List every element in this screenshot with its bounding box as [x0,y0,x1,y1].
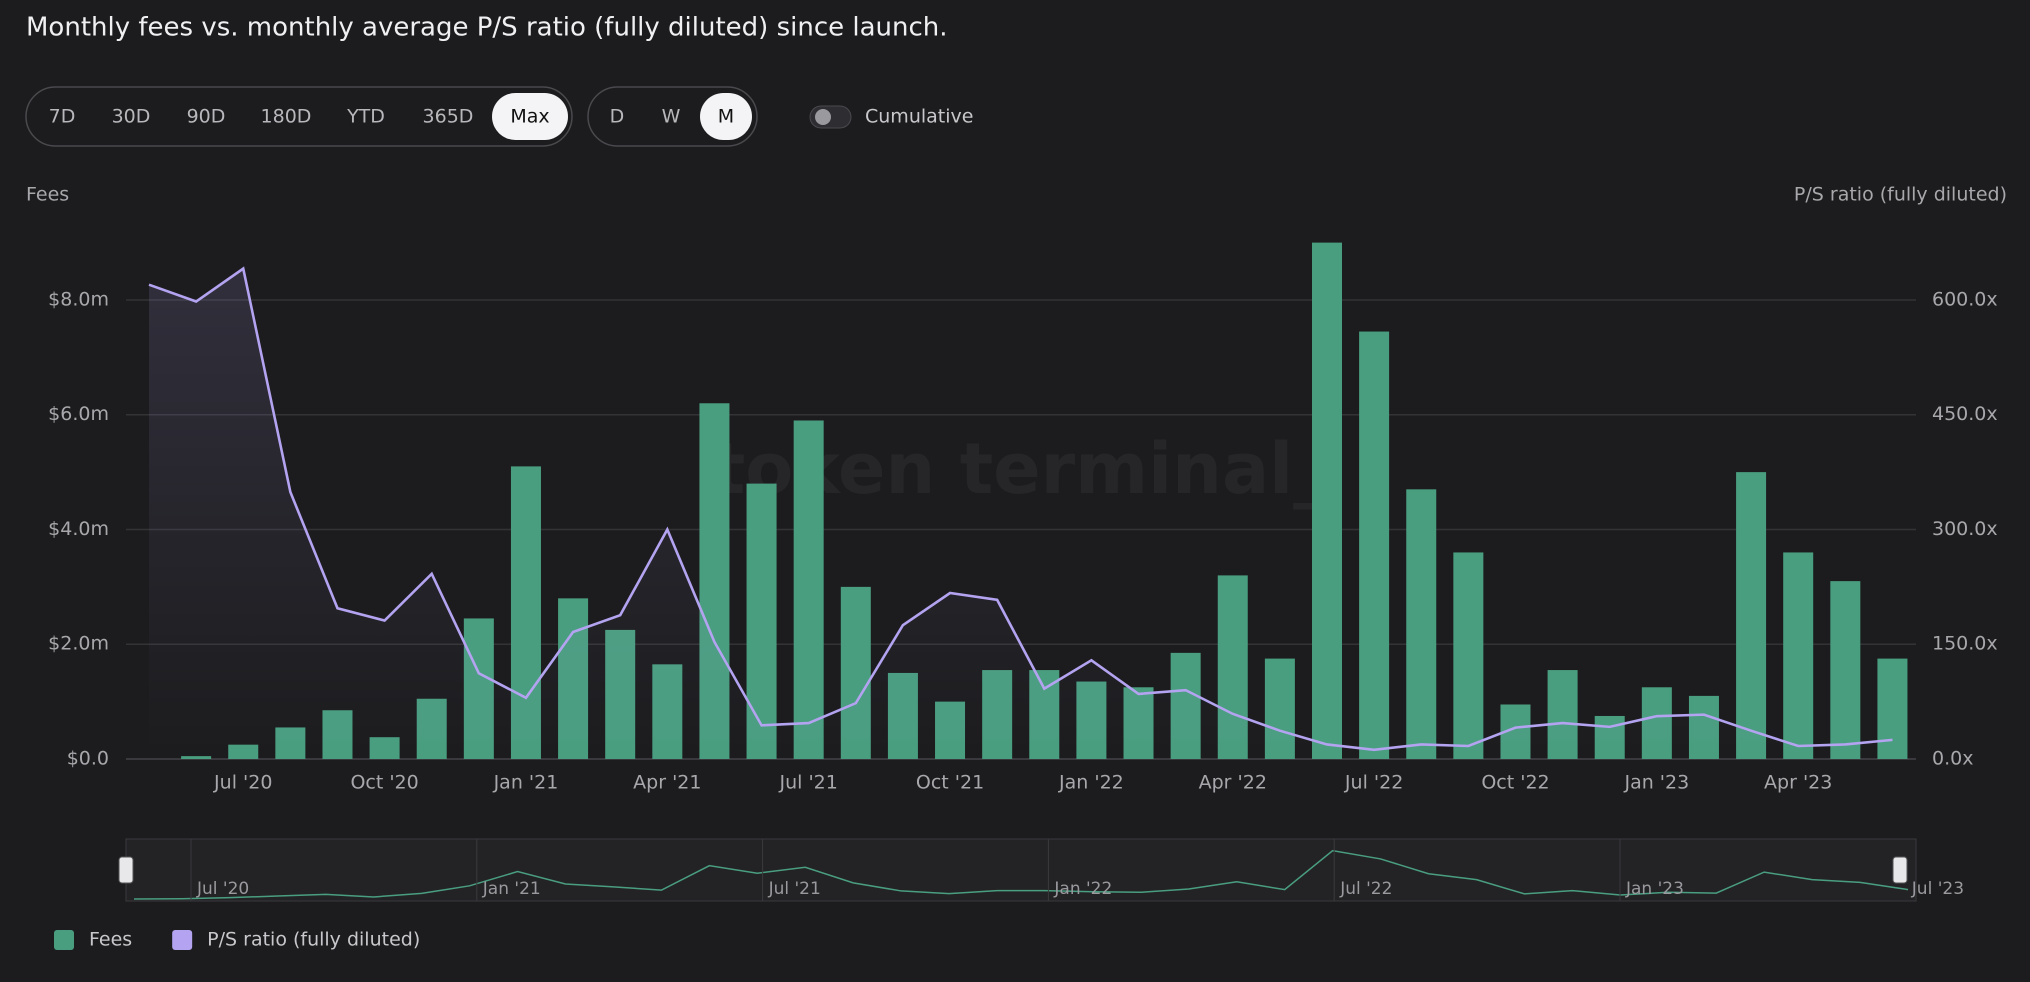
granularity-button[interactable]: M [718,106,734,128]
navigator-label: Jan '21 [482,879,541,899]
navigator-label: Jan '23 [1625,879,1684,899]
y-tick-label: $8.0m [48,288,109,310]
x-tick-label: Jan '22 [1058,772,1124,794]
x-tick-label: Jan '21 [493,772,559,794]
range-button[interactable]: YTD [346,106,385,128]
x-tick-label: Oct '20 [350,772,418,794]
bar [1453,552,1484,759]
y2-tick-label: 600.0x [1932,288,1998,310]
navigator-label: Jul '23 [1911,879,1964,899]
legend-label[interactable]: P/S ratio (fully diluted) [207,929,420,951]
line-area [149,268,1893,759]
y2-tick-label: 150.0x [1932,633,1998,655]
navigator-label: Jul '22 [1339,879,1392,899]
range-group [25,86,573,147]
range-button[interactable]: 7D [49,106,76,128]
toggle-label[interactable]: Cumulative [865,106,973,128]
x-tick-label: Oct '21 [916,772,984,794]
legend-label[interactable]: Fees [89,929,132,951]
x-tick-label: Oct '22 [1481,772,1549,794]
navigator-handle[interactable] [118,856,134,884]
range-button[interactable]: Max [510,106,549,128]
y-tick-label: $4.0m [48,518,109,540]
y2-tick-label: 450.0x [1932,403,1998,425]
x-tick-label: Jul '20 [213,772,272,794]
bar [1312,242,1342,759]
toggle-knob [815,109,831,125]
navigator-line [133,849,1909,900]
bar [793,420,824,759]
granularity-group [587,86,758,147]
range-button[interactable]: 180D [261,106,312,128]
line [148,266,1893,752]
navigator-label: Jul '20 [196,879,249,899]
x-tick-label: Apr '23 [1764,772,1832,794]
y-tick-label: $0.0 [67,748,109,770]
granularity-button[interactable]: D [610,106,625,128]
bar [1830,581,1861,759]
legend-swatch [54,930,74,950]
x-tick-label: Jul '22 [1344,772,1403,794]
y2-tick-label: 0.0x [1932,748,1973,770]
granularity-button[interactable]: W [662,106,681,128]
range-button[interactable]: 90D [187,106,226,128]
bar [1783,552,1814,759]
x-tick-label: Apr '21 [633,772,701,794]
y2-axis-title: P/S ratio (fully diluted) [1794,184,2007,206]
x-tick-label: Jan '23 [1623,772,1689,794]
bar [1406,489,1437,759]
range-button-active[interactable] [492,93,568,140]
navigator-handle[interactable] [1892,856,1908,884]
y-tick-label: $6.0m [48,403,109,425]
x-tick-label: Apr '22 [1199,772,1267,794]
bar [1736,472,1767,759]
range-button[interactable]: 30D [112,106,151,128]
chart-title: Monthly fees vs. monthly average P/S rat… [26,13,948,43]
x-tick-label: Jul '21 [778,772,837,794]
legend-swatch [172,930,193,950]
granularity-button-active[interactable] [700,93,752,140]
navigator-label: Jan '22 [1053,879,1112,899]
bar [1359,331,1390,759]
range-button[interactable]: 365D [423,106,474,128]
navigator-label: Jul '21 [768,879,821,899]
y-axis-title: Fees [26,184,69,206]
y2-tick-label: 300.0x [1932,518,1998,540]
y-tick-label: $2.0m [48,633,109,655]
